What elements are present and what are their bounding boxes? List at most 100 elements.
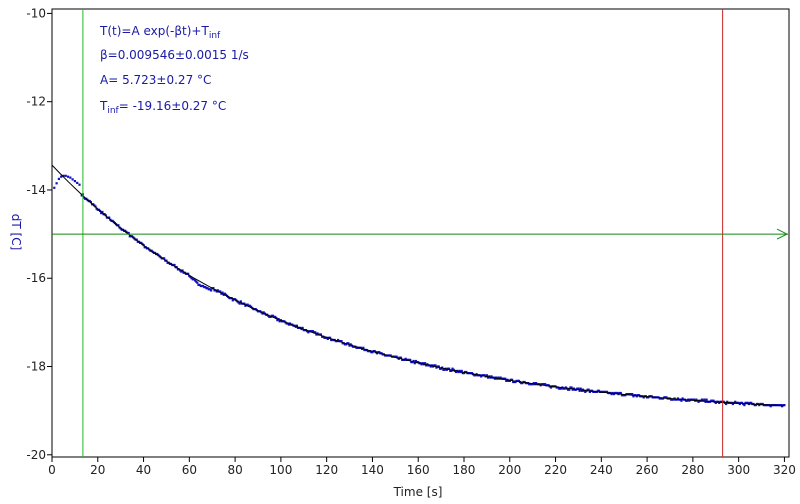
data-point (619, 391, 622, 395)
data-point (412, 359, 415, 363)
data-point (239, 300, 242, 303)
data-point (424, 362, 427, 365)
data-point (238, 302, 241, 305)
data-point (544, 383, 547, 386)
data-point (605, 390, 609, 393)
x-tick-label: 280 (681, 463, 704, 477)
x-tick-label: 320 (773, 463, 796, 477)
data-point (563, 387, 566, 390)
data-point (710, 399, 713, 402)
data-point (555, 386, 558, 389)
data-point (443, 368, 446, 371)
data-point (783, 404, 786, 407)
data-point (731, 402, 734, 406)
data-point (55, 182, 58, 185)
data-point (363, 348, 366, 352)
data-point (399, 356, 403, 359)
data-point (502, 377, 506, 380)
x-tick-label: 0 (48, 463, 56, 477)
data-point (433, 364, 436, 367)
data-point (188, 274, 191, 278)
data-point (319, 333, 322, 336)
data-point (272, 315, 276, 318)
data-point (64, 174, 67, 177)
arrow-right-icon[interactable] (776, 228, 789, 240)
data-point (704, 400, 707, 403)
data-point (231, 299, 234, 302)
data-point (445, 368, 448, 371)
data-point (568, 388, 571, 391)
data-point (348, 344, 351, 347)
data-point (725, 402, 728, 406)
data-point (345, 343, 348, 346)
data-point (734, 400, 737, 403)
data-point (688, 399, 691, 402)
data-point (196, 281, 199, 284)
data-point (373, 350, 376, 353)
data-point (245, 303, 248, 306)
data-point (173, 263, 176, 267)
data-point (187, 272, 190, 275)
data-point (670, 398, 673, 401)
axis-ticks: 0 20 40 60 80 100 120 140 160 180 200 220 240 260 280 3… (26, 6, 795, 477)
data-point (262, 311, 265, 314)
data-point (750, 401, 753, 404)
data-point (540, 383, 543, 386)
data-point (511, 378, 514, 381)
data-point (474, 374, 477, 377)
data-point (579, 387, 582, 390)
data-point (425, 364, 428, 367)
data-point (499, 376, 502, 379)
data-point (314, 331, 317, 334)
x-tick-label: 220 (544, 463, 567, 477)
data-point (464, 370, 467, 374)
data-point (89, 201, 92, 204)
data-point (199, 284, 202, 288)
data-point (758, 404, 761, 407)
data-point (610, 393, 613, 396)
y-tick-label: -12 (26, 95, 46, 109)
data-point (200, 284, 203, 288)
data-point (413, 362, 416, 365)
data-point (288, 322, 292, 325)
data-point (616, 391, 619, 395)
data-point (618, 391, 621, 395)
data-point (512, 380, 515, 384)
data-point (250, 305, 253, 308)
data-point (404, 357, 407, 360)
data-point (215, 290, 218, 293)
x-tick-label: 40 (136, 463, 151, 477)
data-point (276, 319, 279, 322)
data-point (686, 399, 689, 402)
data-point (136, 240, 139, 243)
data-point (88, 199, 91, 203)
data-point (692, 398, 696, 401)
data-point (705, 398, 708, 401)
data-point (128, 235, 131, 238)
data-point (80, 194, 83, 197)
data-point (120, 228, 123, 231)
data-point (270, 314, 273, 317)
data-point (394, 355, 397, 358)
data-point (353, 345, 356, 348)
data-point (647, 396, 650, 399)
data-point (243, 302, 246, 305)
data-point (101, 210, 104, 214)
x-tick-label: 120 (315, 463, 338, 477)
data-point (181, 269, 184, 272)
y-axis-title: dT [C] (9, 214, 23, 251)
y-tick-label: -18 (26, 360, 46, 374)
data-point (753, 404, 756, 407)
data-point (203, 286, 206, 289)
data-point (703, 398, 706, 401)
data-point (417, 361, 420, 364)
data-point (615, 391, 618, 395)
data-point (620, 394, 623, 397)
data-point (571, 388, 574, 391)
data-point (191, 278, 194, 281)
data-point (649, 395, 652, 398)
data-point (219, 290, 222, 293)
x-tick-label: 180 (453, 463, 476, 477)
data-point (207, 288, 210, 291)
